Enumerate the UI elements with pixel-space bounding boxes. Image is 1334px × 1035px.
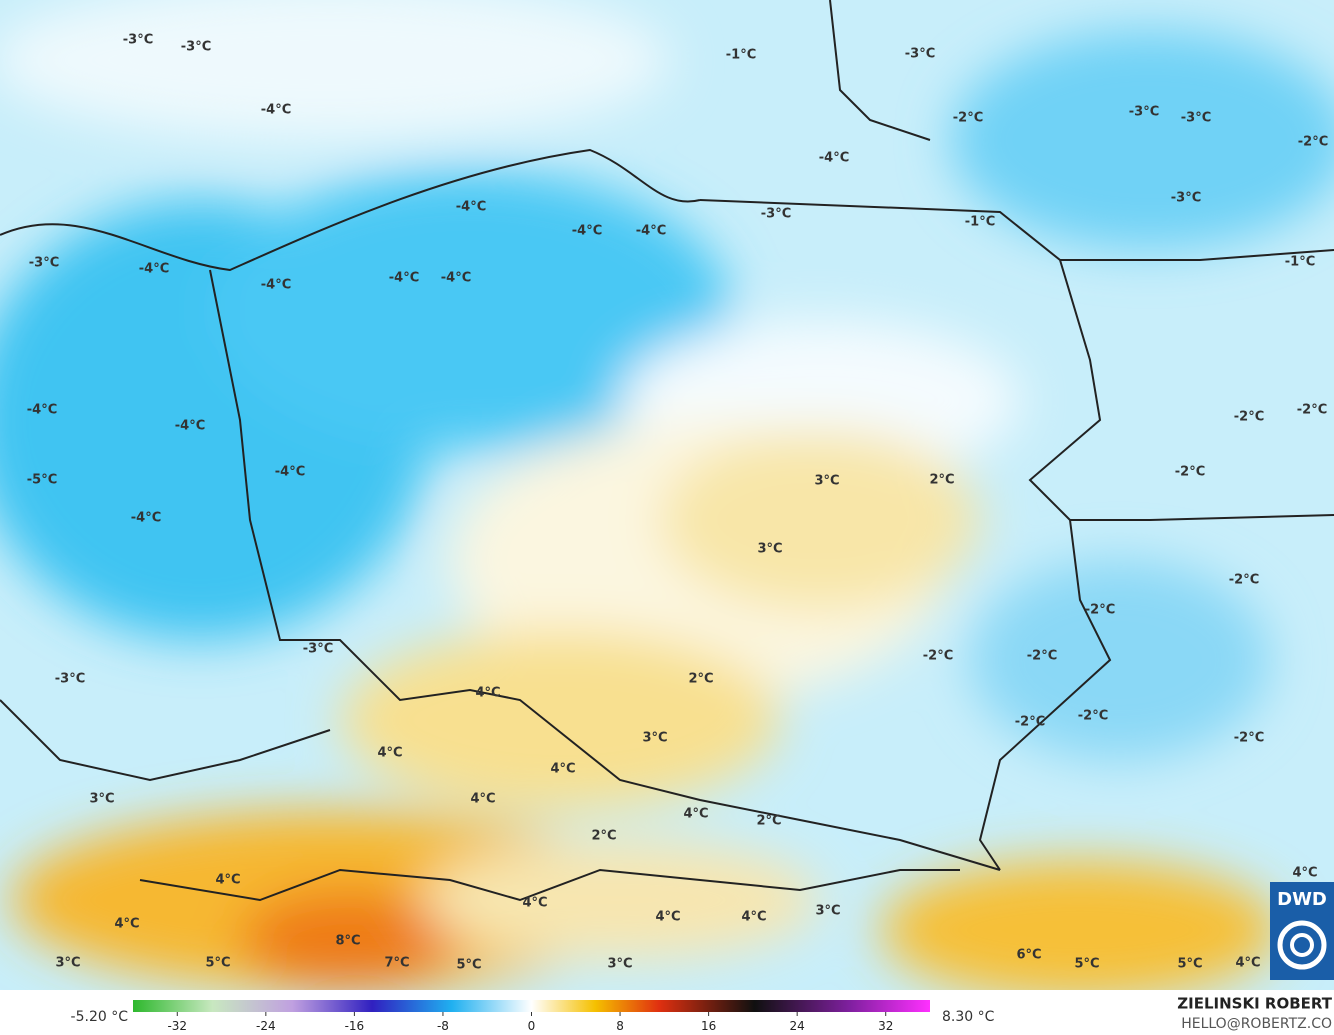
temp-label: -4°C — [572, 224, 602, 239]
temp-label: -4°C — [175, 419, 205, 434]
temp-label: 5°C — [1074, 957, 1099, 972]
temperature-field — [0, 0, 1334, 1000]
colorbar-tick-label: 0 — [528, 1019, 536, 1033]
temp-label: -1°C — [1285, 255, 1315, 270]
temp-label: 4°C — [114, 917, 139, 932]
temp-label: 2°C — [929, 473, 954, 488]
temp-label: 5°C — [1177, 957, 1202, 972]
temp-label: 2°C — [591, 829, 616, 844]
temp-label: -4°C — [441, 271, 471, 286]
temp-label: 6°C — [1016, 948, 1041, 963]
temp-label: -3°C — [29, 256, 59, 271]
temp-label: 4°C — [741, 910, 766, 925]
temp-label: 3°C — [814, 474, 839, 489]
colorbar-tick-label: 24 — [790, 1019, 805, 1033]
logo-text: DWD — [1277, 889, 1327, 910]
colorbar-tick-label: 8 — [616, 1019, 624, 1033]
temp-label: 3°C — [642, 731, 667, 746]
temp-label: 4°C — [522, 896, 547, 911]
temp-label: 3°C — [89, 792, 114, 807]
temp-label: -2°C — [1085, 603, 1115, 618]
dwd-logo: DWD — [1270, 882, 1334, 980]
temp-label: -3°C — [123, 33, 153, 48]
temp-label: -3°C — [1181, 111, 1211, 126]
temp-label: -2°C — [1078, 709, 1108, 724]
temp-label: -4°C — [819, 151, 849, 166]
temp-label: -2°C — [1015, 715, 1045, 730]
temp-label: 3°C — [815, 904, 840, 919]
temp-label: -1°C — [726, 48, 756, 63]
credit-contact: HELLO@ROBERTZ.CO — [1181, 1016, 1332, 1032]
temp-label: 5°C — [205, 956, 230, 971]
temp-label: 4°C — [475, 686, 500, 701]
colorbar-tick-label: -32 — [167, 1019, 187, 1033]
temp-label: 8°C — [335, 934, 360, 949]
temp-label: -4°C — [139, 262, 169, 277]
temp-label: 3°C — [55, 956, 80, 971]
temp-label: 3°C — [757, 542, 782, 557]
temp-label: 4°C — [683, 807, 708, 822]
temp-label: -3°C — [905, 47, 935, 62]
temp-label: 2°C — [688, 672, 713, 687]
temp-label: -3°C — [1171, 191, 1201, 206]
colorbar-tick-label: -8 — [437, 1019, 449, 1033]
temp-label: -4°C — [275, 465, 305, 480]
credit-name: ZIELINSKI ROBERT — [1177, 995, 1332, 1013]
temperature-labels: -3°C -3°C -1°C -3°C -4°C -3°C -3°C -2°C -4°C -2°C… — [27, 33, 1328, 973]
temp-label: -3°C — [761, 207, 791, 222]
temp-label: -3°C — [55, 672, 85, 687]
colorbar — [133, 1000, 930, 1012]
temp-label: -5°C — [27, 473, 57, 488]
colorbar-tick-label: 16 — [701, 1019, 716, 1033]
temp-label: -4°C — [131, 511, 161, 526]
temp-label: -2°C — [1297, 403, 1327, 418]
temp-label: 4°C — [1292, 866, 1317, 881]
temp-label: -3°C — [1129, 105, 1159, 120]
temp-label: -4°C — [636, 224, 666, 239]
temp-label: 4°C — [550, 762, 575, 777]
temp-label: -4°C — [261, 103, 291, 118]
temp-label: -2°C — [1175, 465, 1205, 480]
temp-label: -3°C — [181, 40, 211, 55]
temp-label: -3°C — [303, 642, 333, 657]
temp-label: 4°C — [215, 873, 240, 888]
temp-label: 5°C — [456, 958, 481, 973]
temp-label: 4°C — [470, 792, 495, 807]
temp-label: -2°C — [953, 111, 983, 126]
temp-label: -4°C — [27, 403, 57, 418]
colorbar-tick-label: -24 — [256, 1019, 276, 1033]
temp-label: -2°C — [1027, 649, 1057, 664]
temp-label: -2°C — [923, 649, 953, 664]
temp-label: 4°C — [377, 746, 402, 761]
colorbar-tick-label: -16 — [345, 1019, 365, 1033]
temp-label: 4°C — [1235, 956, 1260, 971]
temp-label: -4°C — [389, 271, 419, 286]
temp-label: -4°C — [456, 200, 486, 215]
temp-label: 4°C — [655, 910, 680, 925]
temp-label: -2°C — [1229, 573, 1259, 588]
min-value: -5.20 °C — [71, 1009, 129, 1025]
temp-label: -4°C — [261, 278, 291, 293]
temp-label: 3°C — [607, 957, 632, 972]
temp-label: -2°C — [1298, 135, 1328, 150]
temp-label: 7°C — [384, 956, 409, 971]
temp-label: 2°C — [756, 814, 781, 829]
temp-label: -1°C — [965, 215, 995, 230]
max-value: 8.30 °C — [942, 1009, 995, 1025]
colorbar-tick-label: 32 — [878, 1019, 893, 1033]
temp-label: -2°C — [1234, 731, 1264, 746]
temp-label: -2°C — [1234, 410, 1264, 425]
colorbar-ticks: -32 -24 -16 -8 0 8 16 24 32 — [167, 1012, 893, 1033]
